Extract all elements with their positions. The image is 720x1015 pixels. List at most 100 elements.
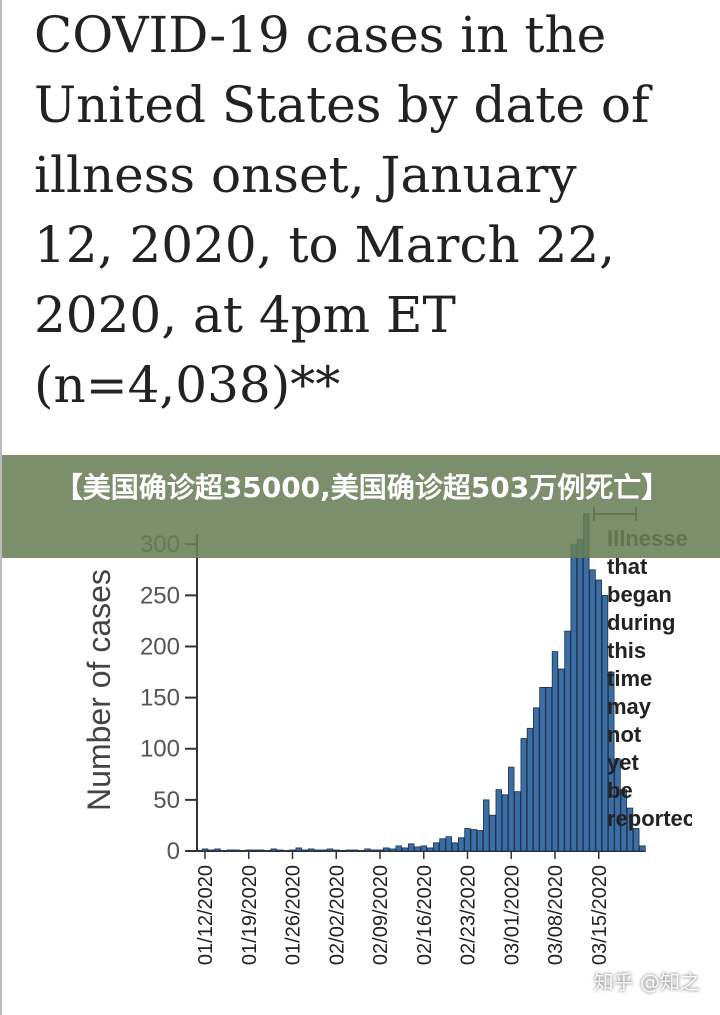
- annotation-text: not: [607, 722, 642, 747]
- bar: [551, 651, 559, 852]
- annotation: Illnessethatbeganduringthistimemaynotyet…: [607, 526, 695, 831]
- bar: [333, 849, 340, 852]
- bar: [351, 849, 359, 852]
- x-tick-label: 02/16/2020: [414, 865, 436, 965]
- x-tick-label: 02/02/2020: [326, 865, 348, 965]
- chart-title: (n=4,038)**: [34, 356, 340, 414]
- bar: [395, 845, 402, 852]
- bar: [458, 837, 465, 852]
- bar: [539, 686, 546, 852]
- bar: [370, 849, 377, 852]
- y-tick-label: 250: [140, 582, 180, 609]
- bar: [301, 849, 309, 852]
- y-tick-label: 0: [167, 838, 180, 865]
- bar: [520, 738, 527, 852]
- bar: [426, 847, 434, 852]
- bar: [583, 513, 590, 852]
- chart-title: COVID-19 cases in the: [34, 6, 606, 64]
- bar: [626, 807, 634, 852]
- bar: [308, 848, 315, 852]
- x-tick-label: 02/09/2020: [370, 865, 392, 965]
- bar: [576, 538, 584, 852]
- bar: [258, 849, 265, 852]
- bar: [633, 828, 640, 852]
- annotation-text: may: [607, 694, 652, 719]
- bar: [620, 789, 627, 852]
- bar: [533, 707, 540, 852]
- bar: [233, 849, 240, 852]
- chart-title: 2020, at 4pm ET: [34, 286, 456, 344]
- watermark: 知乎 @知之: [593, 970, 700, 994]
- bar: [639, 845, 646, 852]
- bar: [276, 849, 284, 852]
- bar: [326, 848, 334, 852]
- bar: [489, 814, 496, 852]
- bar: [251, 849, 259, 852]
- bar: [226, 849, 234, 852]
- bar: [439, 838, 446, 852]
- y-tick-label: 50: [153, 787, 180, 814]
- x-tick-label: 02/23/2020: [458, 865, 480, 965]
- bar: [614, 758, 621, 852]
- bar: [433, 842, 440, 852]
- x-tick-label: 01/26/2020: [283, 865, 305, 965]
- bar: [558, 668, 565, 852]
- bar: [508, 766, 515, 852]
- bar: [345, 849, 352, 852]
- bar: [445, 836, 452, 852]
- y-tick-label: 150: [140, 685, 180, 712]
- y-tick-label: 200: [140, 633, 180, 660]
- bar: [320, 849, 327, 852]
- y-axis-label: Number of cases: [81, 569, 117, 811]
- bar: [501, 794, 509, 852]
- bar: [545, 686, 552, 852]
- bar: [470, 829, 477, 852]
- annotation-text: yet: [607, 750, 639, 775]
- annotation-text: this: [607, 638, 646, 663]
- bar: [270, 848, 277, 852]
- bar: [451, 842, 459, 852]
- bar: [314, 849, 321, 852]
- bar: [208, 849, 215, 852]
- bar: [495, 789, 502, 852]
- bar: [289, 849, 296, 852]
- annotation-text: that: [607, 554, 648, 579]
- bar: [526, 727, 534, 852]
- bar: [570, 543, 577, 852]
- bar: [564, 630, 571, 852]
- annotation-text: during: [607, 610, 675, 635]
- banner: 【美国确诊超35000,美国确诊超503万例死亡】: [2, 455, 720, 558]
- bar: [408, 843, 415, 852]
- bar: [483, 799, 490, 852]
- annotation-text: reportec: [607, 806, 695, 831]
- bar: [589, 569, 596, 852]
- chart-title: United States by date of: [34, 76, 653, 134]
- x-tick-label: 03/08/2020: [545, 865, 567, 965]
- bar: [401, 847, 409, 852]
- bar: [514, 791, 521, 852]
- bar: [295, 847, 302, 852]
- bar: [464, 828, 471, 852]
- annotation-text: time: [607, 666, 652, 691]
- x-tick-label: 01/19/2020: [239, 865, 261, 965]
- y-tick-label: 100: [140, 736, 180, 763]
- x-tick-label: 01/12/2020: [195, 865, 217, 965]
- bar: [595, 579, 602, 852]
- x-tick-label: 03/15/2020: [589, 865, 611, 965]
- bar: [420, 845, 427, 852]
- bar: [601, 594, 609, 852]
- bar: [201, 848, 209, 852]
- annotation-text: began: [607, 582, 672, 607]
- bar: [245, 849, 252, 852]
- bar: [383, 847, 390, 852]
- chart-title: illness onset, January: [34, 146, 577, 204]
- bar: [376, 849, 384, 852]
- annotation-text: be: [607, 778, 633, 803]
- x-tick-label: 03/01/2020: [501, 865, 523, 965]
- bar: [608, 671, 615, 852]
- bar: [476, 830, 484, 852]
- bar: [214, 848, 221, 852]
- chart-title: 12, 2020, to March 22,: [34, 216, 615, 274]
